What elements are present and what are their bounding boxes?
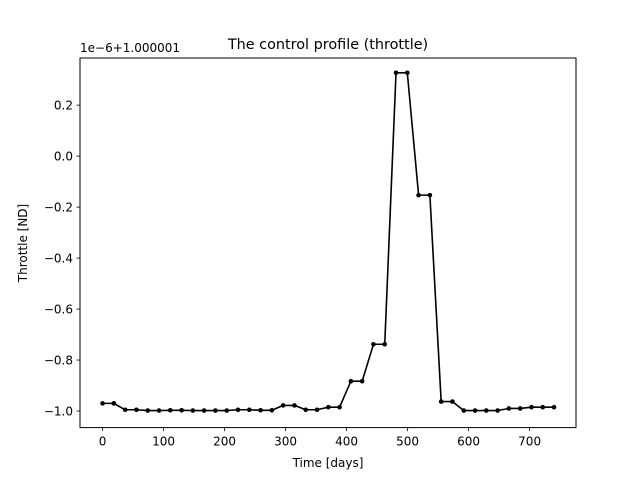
data-point bbox=[190, 408, 196, 413]
y-tick-label: −1.0 bbox=[44, 404, 73, 418]
plot-area bbox=[100, 70, 557, 413]
data-point bbox=[495, 408, 500, 413]
x-tick-label: 100 bbox=[152, 435, 175, 449]
data-point bbox=[201, 408, 207, 413]
data-point bbox=[111, 401, 117, 406]
data-point bbox=[472, 408, 478, 413]
data-point bbox=[280, 403, 286, 408]
chart-title: The control profile (throttle) bbox=[227, 37, 428, 53]
data-point bbox=[167, 407, 173, 413]
data-point bbox=[416, 192, 421, 198]
y-tick-label: −0.8 bbox=[44, 353, 73, 367]
data-point bbox=[461, 408, 467, 413]
data-point bbox=[506, 406, 512, 411]
data-point bbox=[145, 408, 151, 413]
data-point bbox=[405, 70, 410, 76]
data-point bbox=[100, 401, 105, 406]
data-point bbox=[246, 407, 252, 413]
data-point bbox=[371, 341, 376, 347]
y-tick-label: 0.0 bbox=[54, 149, 73, 163]
data-point bbox=[326, 404, 331, 410]
data-point bbox=[179, 407, 184, 413]
data-point bbox=[348, 378, 354, 384]
data-point bbox=[551, 404, 557, 410]
y-offset-label: 1e−6+1.000001 bbox=[80, 41, 180, 55]
y-tick-label: −0.6 bbox=[44, 302, 73, 316]
data-point bbox=[235, 407, 241, 413]
data-point bbox=[540, 404, 546, 410]
data-point bbox=[337, 404, 342, 410]
axes-frame bbox=[79, 57, 577, 429]
data-point bbox=[134, 407, 139, 413]
data-point bbox=[529, 404, 534, 410]
data-point bbox=[269, 407, 275, 413]
x-tick-label: 700 bbox=[518, 435, 541, 449]
x-tick-label: 300 bbox=[274, 435, 297, 449]
x-tick-label: 0 bbox=[99, 435, 107, 449]
data-point bbox=[314, 407, 320, 413]
y-tick-label: −0.2 bbox=[44, 200, 73, 214]
data-point bbox=[224, 408, 230, 413]
data-point bbox=[122, 407, 128, 413]
y-tick-label: −0.4 bbox=[44, 251, 73, 265]
y-tick-label: 0.2 bbox=[54, 98, 73, 112]
x-tick-label: 200 bbox=[213, 435, 236, 449]
x-tick-label: 400 bbox=[335, 435, 358, 449]
data-point bbox=[438, 399, 444, 404]
data-point bbox=[517, 406, 523, 411]
data-point bbox=[303, 407, 309, 413]
data-point bbox=[156, 408, 162, 413]
y-axis-label: Throttle [ND] bbox=[16, 204, 30, 283]
x-axis-label: Time [days] bbox=[292, 456, 364, 470]
data-point bbox=[427, 192, 433, 198]
x-axis: 0 100 200 300 400 500 600 700 bbox=[99, 427, 541, 449]
data-point bbox=[382, 341, 388, 347]
x-tick-label: 500 bbox=[396, 435, 419, 449]
data-point bbox=[450, 399, 455, 404]
data-point bbox=[484, 408, 489, 413]
x-tick-label: 600 bbox=[457, 435, 480, 449]
data-point bbox=[213, 408, 218, 413]
y-axis: −1.0 −0.8 −0.6 −0.4 −0.2 0.0 0.2 bbox=[44, 98, 80, 418]
data-point bbox=[292, 403, 297, 408]
data-point bbox=[393, 70, 399, 76]
data-point bbox=[359, 378, 365, 384]
data-point bbox=[258, 407, 263, 413]
